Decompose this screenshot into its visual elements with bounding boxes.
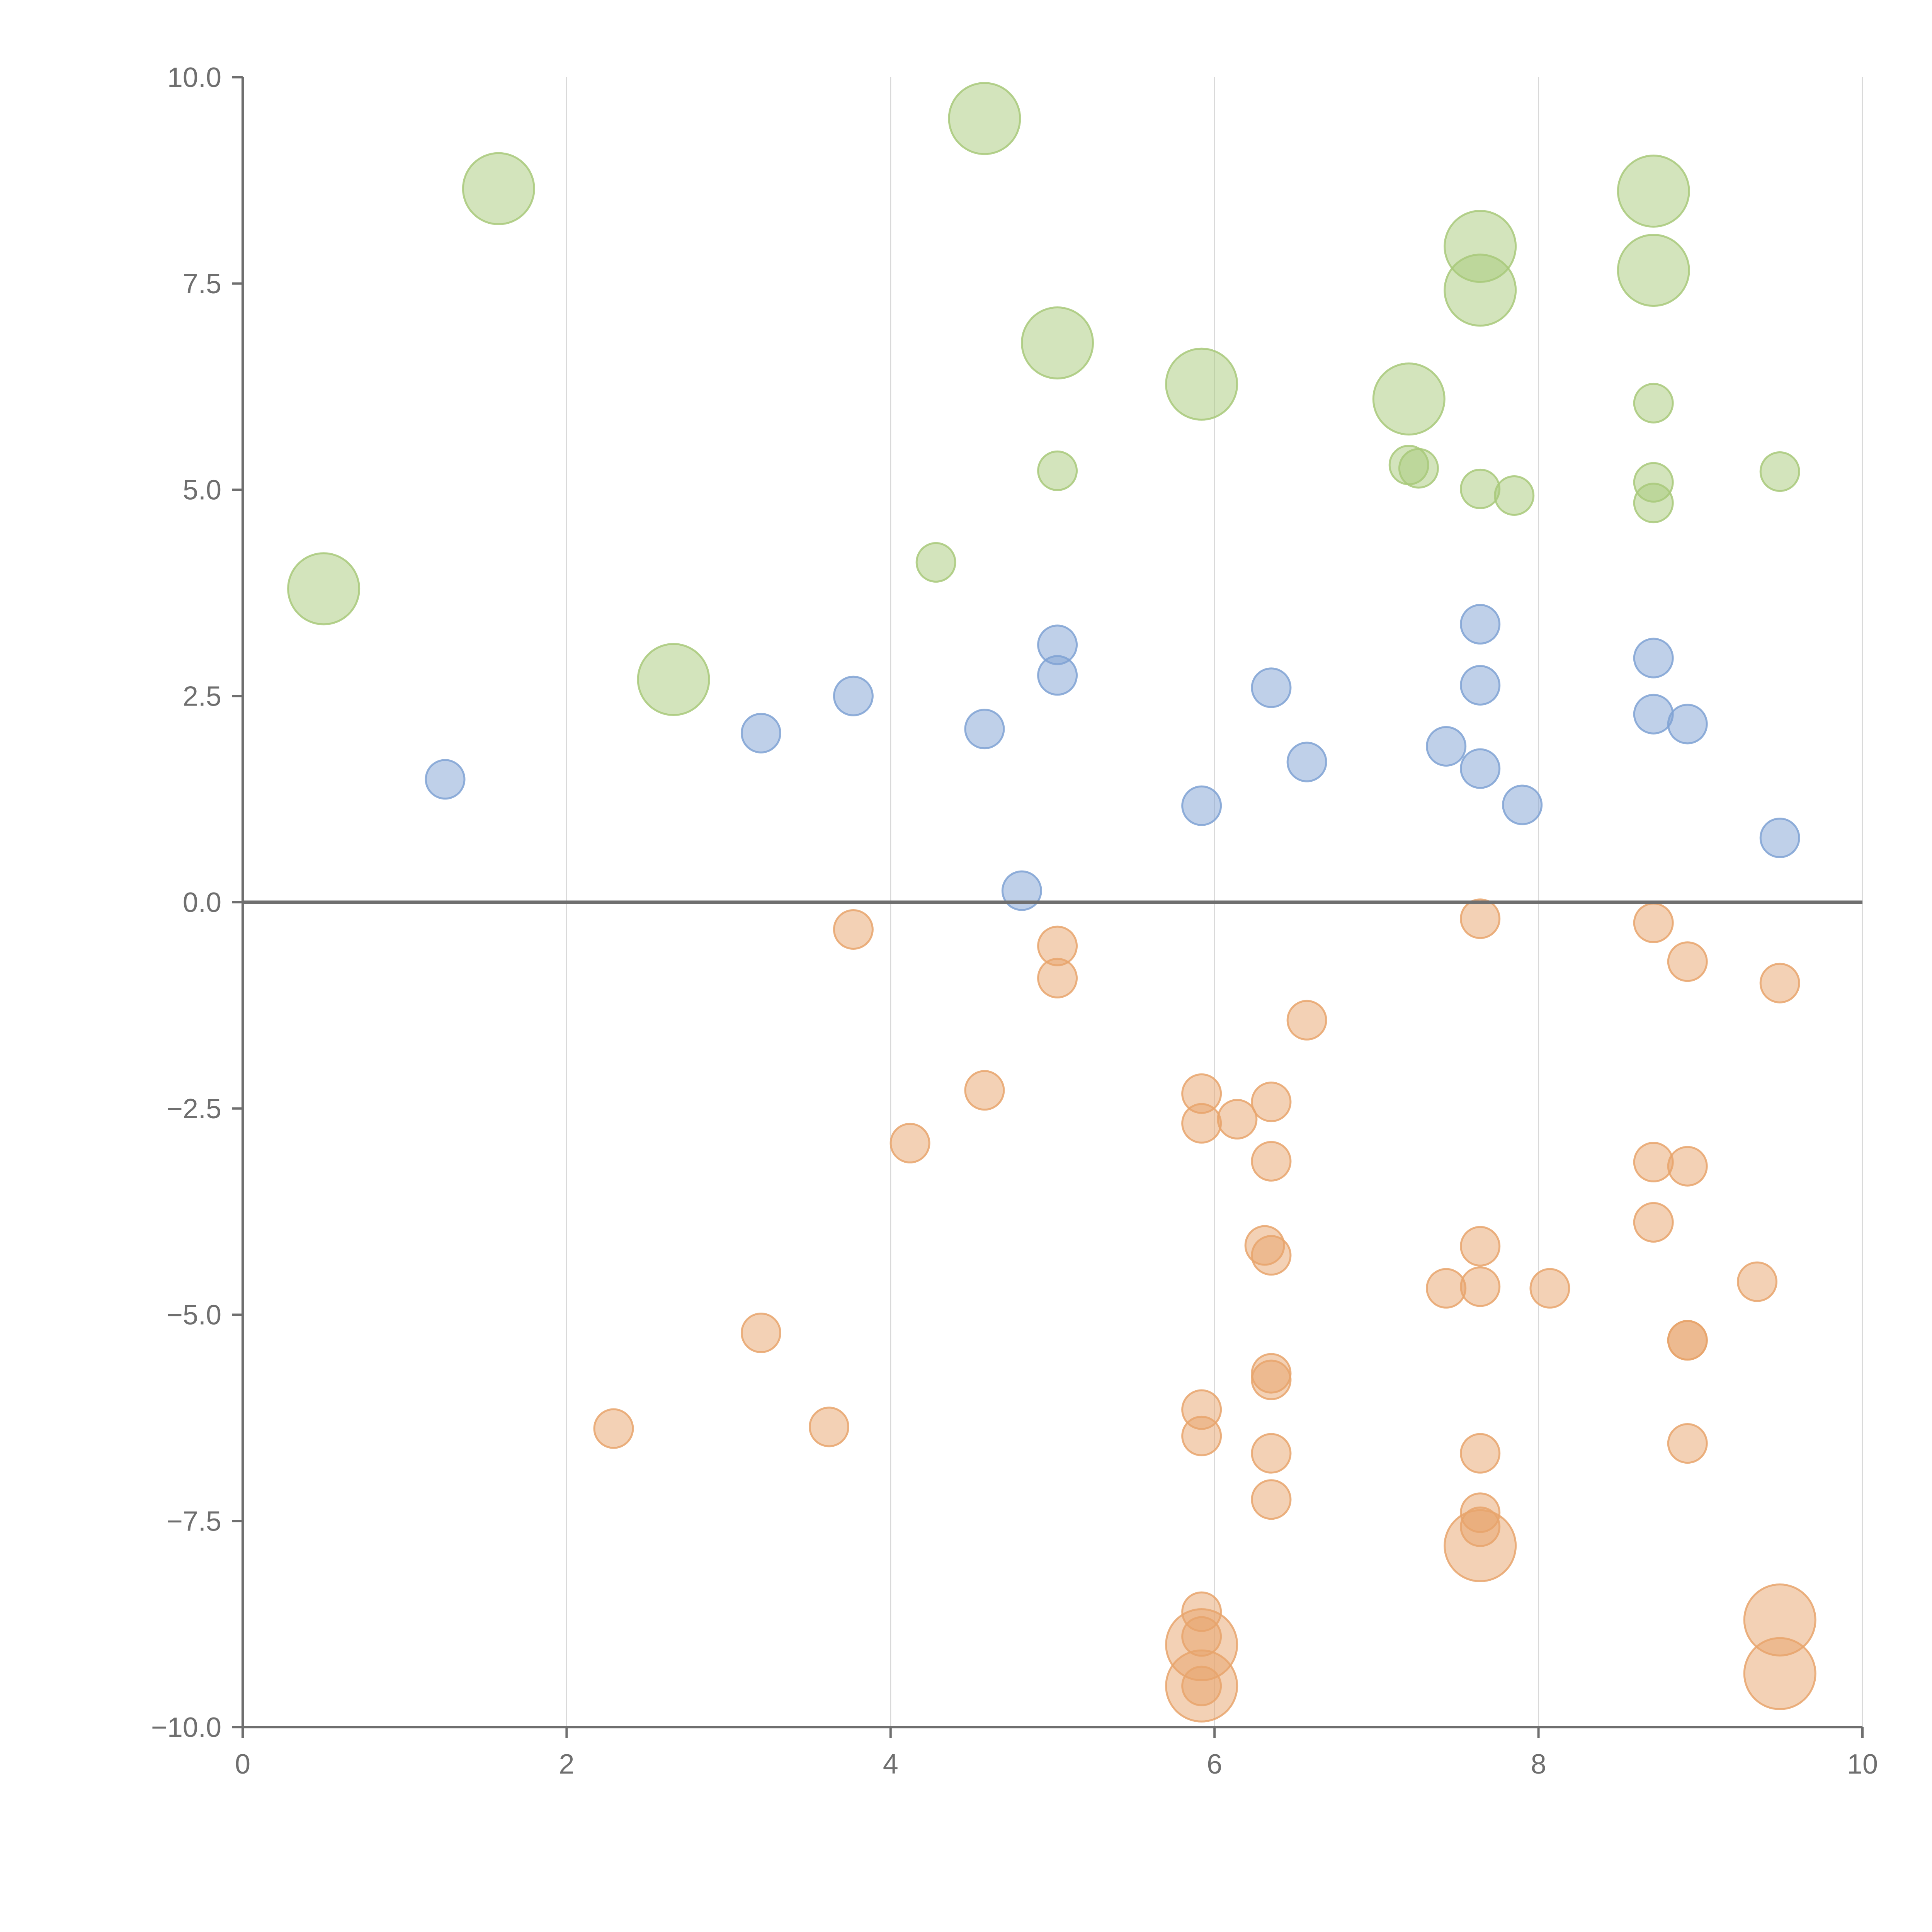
orange-point-27[interactable] (1426, 1268, 1467, 1309)
green-point-8[interactable] (1372, 362, 1446, 436)
data-points (287, 82, 1816, 1723)
orange-point-7[interactable] (1037, 957, 1078, 998)
green-point-13[interactable] (1460, 468, 1501, 509)
y-tick-label: −7.5 (167, 1506, 221, 1537)
y-tick-label: 2.5 (183, 681, 221, 712)
orange-point-31[interactable] (1460, 1433, 1501, 1474)
green-point-20[interactable] (1759, 451, 1800, 492)
orange-point-2[interactable] (809, 1406, 850, 1447)
y-tick-label: −2.5 (167, 1094, 221, 1124)
x-tick-label: 10 (1847, 1749, 1878, 1780)
green-point-5[interactable] (1021, 306, 1094, 379)
green-point-7[interactable] (1165, 347, 1238, 421)
orange-point-44[interactable] (1737, 1261, 1778, 1302)
orange-point-25[interactable] (1251, 1479, 1292, 1520)
y-tick-label: −10.0 (151, 1712, 221, 1743)
orange-point-36[interactable] (1633, 902, 1674, 943)
x-tick-label: 0 (235, 1749, 250, 1780)
orange-point-35[interactable] (1529, 1268, 1570, 1309)
orange-point-40[interactable] (1667, 1146, 1708, 1187)
x-tick-label: 4 (883, 1749, 898, 1780)
orange-point-10[interactable] (1217, 1099, 1258, 1140)
green-point-4[interactable] (948, 82, 1021, 155)
orange-point-24[interactable] (1251, 1433, 1292, 1474)
blue-point-9[interactable] (1286, 742, 1327, 782)
y-tick-label: −5.0 (167, 1300, 221, 1331)
orange-point-38[interactable] (1633, 1202, 1674, 1243)
green-point-1[interactable] (462, 152, 535, 225)
green-point-19[interactable] (1633, 483, 1674, 524)
orange-point-47[interactable] (1743, 1637, 1816, 1710)
orange-point-23[interactable] (1251, 1359, 1292, 1400)
blue-point-18[interactable] (1759, 817, 1800, 858)
green-point-15[interactable] (1617, 155, 1690, 228)
orange-point-20[interactable] (1251, 1082, 1292, 1122)
axes: 10.0 7.5 5.0 2.5 0.0 −2.5 −5.0 −7.5 −10.0 0 2 4 6 8 10 (151, 62, 1878, 1780)
x-tick-label: 6 (1207, 1749, 1222, 1780)
y-tick-label: 5.0 (183, 475, 221, 506)
orange-point-19[interactable] (1251, 1235, 1292, 1276)
blue-point-10[interactable] (1426, 726, 1467, 767)
blue-point-0[interactable] (425, 759, 466, 800)
orange-point-21[interactable] (1251, 1141, 1292, 1182)
x-tick-label: 8 (1531, 1749, 1546, 1780)
green-point-3[interactable] (915, 542, 956, 583)
orange-point-26[interactable] (1286, 1000, 1327, 1041)
orange-point-42[interactable] (1667, 1320, 1708, 1361)
orange-point-4[interactable] (889, 1122, 930, 1163)
blue-point-4[interactable] (1001, 870, 1042, 911)
blue-point-14[interactable] (1502, 784, 1543, 825)
orange-point-5[interactable] (964, 1070, 1005, 1111)
orange-point-45[interactable] (1759, 963, 1800, 1003)
y-tick-label: 0.0 (183, 887, 221, 918)
y-tick-label: 10.0 (167, 62, 221, 93)
blue-point-16[interactable] (1633, 694, 1674, 735)
orange-point-43[interactable] (1667, 1423, 1708, 1464)
orange-point-12[interactable] (1181, 1415, 1222, 1456)
blue-point-17[interactable] (1667, 704, 1708, 745)
blue-point-13[interactable] (1460, 748, 1501, 789)
green-point-14[interactable] (1494, 475, 1535, 516)
orange-point-37[interactable] (1633, 1142, 1674, 1183)
green-point-16[interactable] (1617, 234, 1690, 307)
blue-point-6[interactable] (1037, 655, 1078, 696)
green-point-10[interactable] (1398, 448, 1439, 489)
blue-point-11[interactable] (1460, 604, 1501, 645)
blue-point-1[interactable] (740, 713, 781, 753)
y-tick-label: 7.5 (183, 269, 221, 299)
green-point-17[interactable] (1633, 383, 1674, 423)
orange-point-1[interactable] (740, 1312, 781, 1353)
green-point-2[interactable] (637, 643, 710, 716)
orange-point-3[interactable] (833, 909, 874, 950)
blue-point-15[interactable] (1633, 638, 1674, 679)
blue-point-8[interactable] (1251, 667, 1292, 708)
blue-point-12[interactable] (1460, 665, 1501, 706)
orange-point-9[interactable] (1181, 1103, 1222, 1144)
orange-point-34[interactable] (1444, 1509, 1517, 1582)
orange-point-17[interactable] (1181, 1665, 1222, 1706)
green-point-0[interactable] (287, 552, 361, 626)
green-point-12[interactable] (1444, 253, 1517, 327)
blue-point-2[interactable] (833, 675, 874, 716)
orange-point-28[interactable] (1460, 898, 1501, 939)
blue-point-7[interactable] (1181, 785, 1222, 826)
blue-point-3[interactable] (964, 709, 1005, 750)
x-tick-label: 2 (559, 1749, 574, 1780)
orange-point-29[interactable] (1460, 1226, 1501, 1267)
orange-point-39[interactable] (1667, 941, 1708, 982)
orange-point-0[interactable] (593, 1408, 634, 1449)
green-point-6[interactable] (1037, 450, 1078, 491)
orange-point-30[interactable] (1460, 1266, 1501, 1307)
